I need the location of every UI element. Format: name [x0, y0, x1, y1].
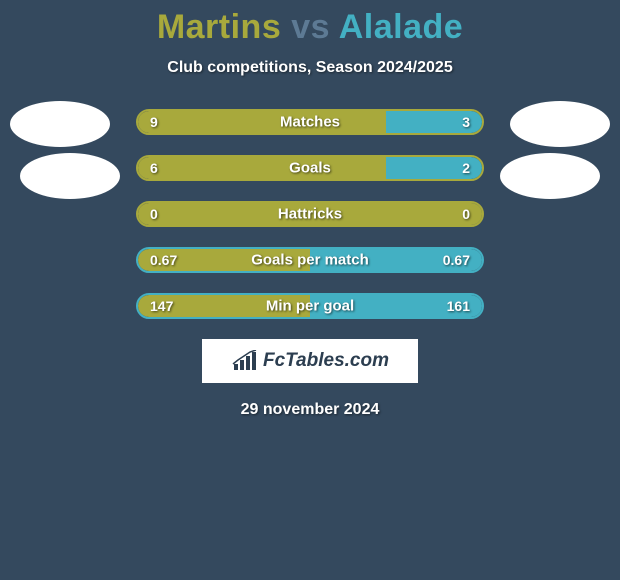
stat-row-goals: 6 Goals 2 — [136, 155, 484, 181]
stat-value-right: 0.67 — [443, 252, 470, 268]
player2-avatar-top — [510, 101, 610, 147]
chart-area: 9 Matches 3 6 Goals 2 0 Hattricks 0 — [0, 109, 620, 319]
stat-label: Matches — [280, 114, 340, 131]
page-title: Martins vs Alalade — [0, 8, 620, 47]
bar-segment-left — [138, 111, 386, 133]
player2-name: Alalade — [339, 8, 463, 46]
stat-value-right: 3 — [462, 114, 470, 130]
stat-label: Goals per match — [251, 252, 369, 269]
stat-value-left: 0.67 — [150, 252, 177, 268]
stat-value-right: 0 — [462, 206, 470, 222]
logo-text: FcTables.com — [263, 350, 389, 372]
stat-label: Goals — [289, 160, 331, 177]
stat-row-goals-per-match: 0.67 Goals per match 0.67 — [136, 247, 484, 273]
player2-avatar-bottom — [500, 153, 600, 199]
logo-box: FcTables.com — [202, 339, 418, 383]
stat-value-right: 2 — [462, 160, 470, 176]
chart-icon — [231, 350, 257, 372]
stat-value-left: 6 — [150, 160, 158, 176]
stat-row-hattricks: 0 Hattricks 0 — [136, 201, 484, 227]
bars-container: 9 Matches 3 6 Goals 2 0 Hattricks 0 — [136, 109, 484, 319]
stat-label: Min per goal — [266, 298, 354, 315]
stat-value-left: 0 — [150, 206, 158, 222]
title-vs: vs — [291, 8, 330, 46]
comparison-card: Martins vs Alalade Club competitions, Se… — [0, 0, 620, 419]
subtitle: Club competitions, Season 2024/2025 — [0, 59, 620, 77]
player1-avatar-bottom — [20, 153, 120, 199]
stat-value-left: 9 — [150, 114, 158, 130]
player1-avatar-top — [10, 101, 110, 147]
stat-row-min-per-goal: 147 Min per goal 161 — [136, 293, 484, 319]
stat-value-left: 147 — [150, 298, 173, 314]
player1-name: Martins — [157, 8, 281, 46]
date-label: 29 november 2024 — [0, 401, 620, 419]
stat-label: Hattricks — [278, 206, 342, 223]
stat-row-matches: 9 Matches 3 — [136, 109, 484, 135]
bar-segment-left — [138, 157, 386, 179]
stat-value-right: 161 — [447, 298, 470, 314]
